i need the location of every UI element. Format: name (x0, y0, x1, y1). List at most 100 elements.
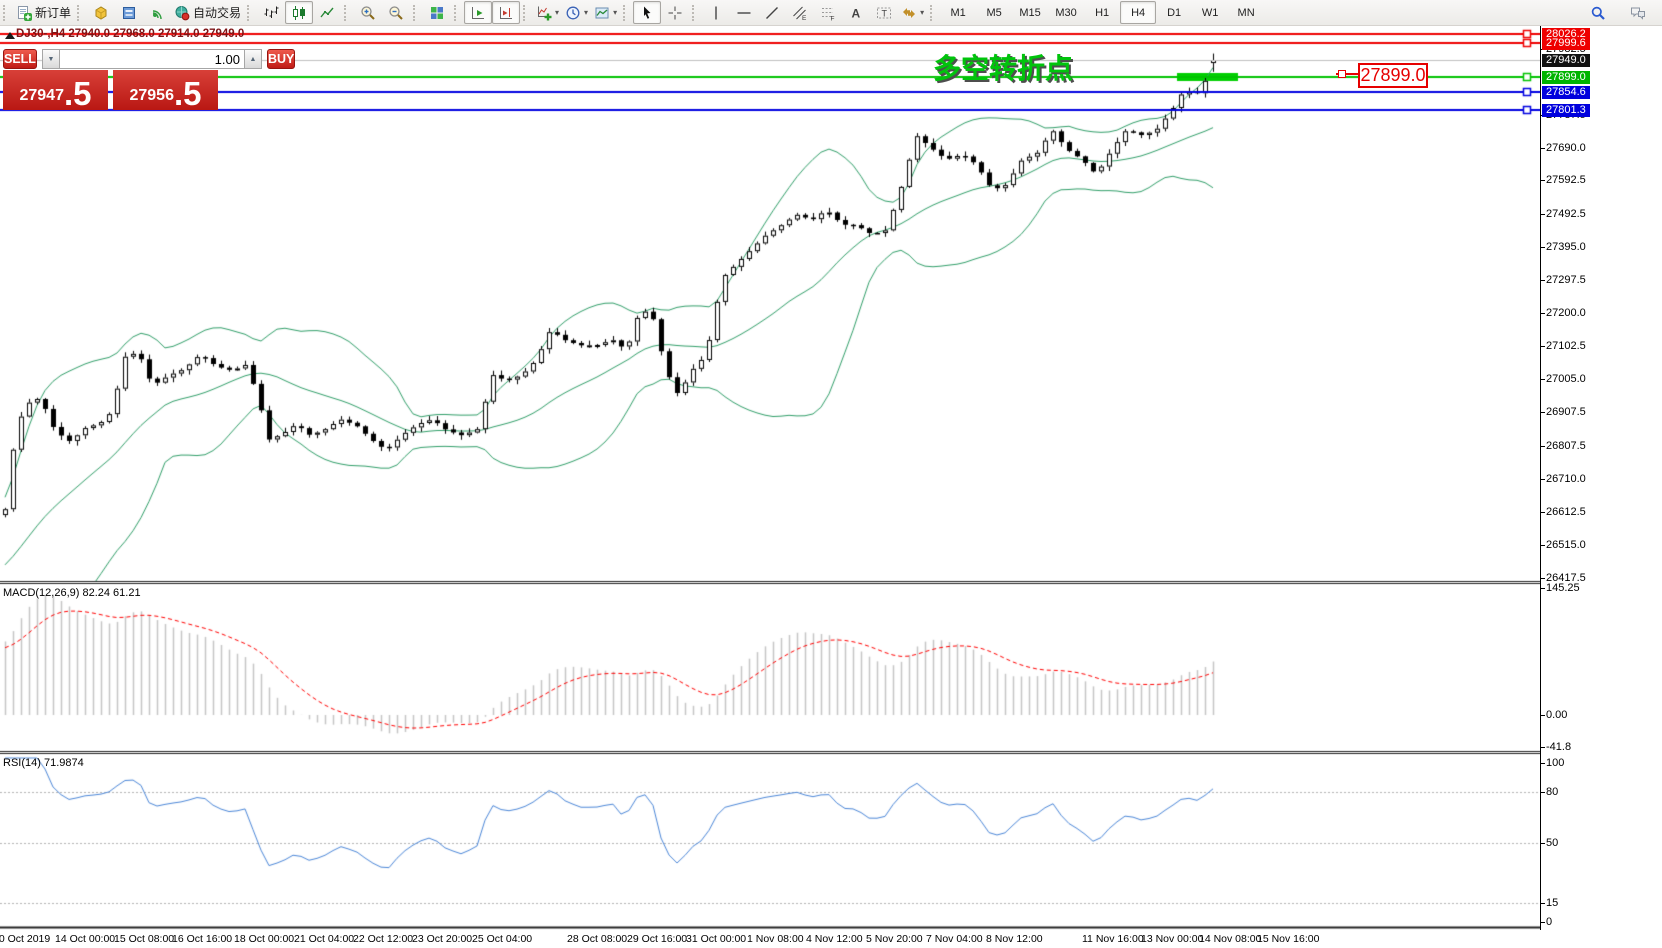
chat-button[interactable] (1624, 1, 1652, 24)
indicator-tick-mark (1541, 747, 1545, 748)
price-tick-label: 26807.5 (1546, 440, 1586, 452)
volume-input[interactable] (59, 49, 244, 69)
toolbar-grip (77, 4, 83, 21)
arrows-button[interactable]: ▾ (898, 1, 927, 24)
volume-increase-button[interactable]: ▲ (243, 49, 262, 69)
time-label: 29 Oct 16:00 (627, 933, 688, 945)
toolbar-groups: 新订单 自动交易 ▾ ▾ ▾ E F A T ▾ M1 M5 M15 M30 H1 H4 D1 W1 MN (0, 0, 1264, 25)
toolbar-grip (623, 4, 629, 21)
time-label: 15 Nov 16:00 (1257, 933, 1320, 945)
zoom-in-button[interactable] (354, 1, 382, 24)
trendline-button[interactable] (758, 1, 786, 24)
time-label: 8 Nov 12:00 (986, 933, 1043, 945)
equidistant-channel-button[interactable]: E (786, 1, 814, 24)
buy-price-button[interactable]: 27956 .5 (113, 70, 218, 110)
new-order-button[interactable]: 新订单 (13, 1, 74, 24)
cursor-icon (639, 5, 655, 21)
volume-decrease-button[interactable]: ▼ (41, 49, 60, 69)
chevron-down-icon: ▾ (584, 7, 589, 17)
level-label-anchor (1338, 70, 1346, 78)
chart-canvas[interactable] (0, 26, 1540, 930)
buy-button[interactable]: BUY (266, 49, 296, 69)
chart-shift-icon (498, 5, 514, 21)
indicators-icon (536, 5, 552, 21)
toolbar-grip (930, 4, 936, 21)
auto-scroll-button[interactable] (464, 1, 493, 24)
time-label: 1 Nov 08:00 (747, 933, 804, 945)
timeframe-m1-button[interactable]: M1 (950, 6, 966, 19)
fibonacci-button[interactable]: F (814, 1, 842, 24)
timeframe-d1-button[interactable]: D1 (1167, 6, 1182, 19)
timeframe-m30-button[interactable]: M30 (1055, 6, 1077, 19)
timeframe-w1-button[interactable]: W1 (1201, 6, 1219, 19)
price-axis[interactable]: 27982.527787.527690.027592.527492.527395… (1540, 26, 1662, 930)
line-chart-icon (319, 5, 335, 21)
sell-price-button[interactable]: 27947 .5 (3, 70, 108, 110)
clock-icon (565, 5, 581, 21)
tile-windows-button[interactable] (423, 1, 451, 24)
bar-chart-button[interactable] (257, 1, 285, 24)
buy-price-pips: .5 (173, 74, 202, 112)
market-watch-icon (93, 5, 109, 21)
price-tick-label: 26907.5 (1546, 406, 1586, 418)
chevron-down-icon: ▾ (920, 7, 925, 17)
timeframe-h4-button[interactable]: H4 (1120, 1, 1157, 24)
toolbar: 新订单 自动交易 ▾ ▾ ▾ E F A T ▾ M1 M5 M15 M30 H1 H4 D1 W1 MN (0, 0, 1662, 26)
cursor-button[interactable] (633, 1, 662, 24)
text-icon: A (848, 5, 864, 21)
line-chart-button[interactable] (313, 1, 341, 24)
templates-button[interactable]: ▾ (591, 1, 620, 24)
time-label: 11 Nov 16:00 (1082, 933, 1144, 945)
toolbar-grip (3, 4, 9, 21)
level-price-label[interactable]: 27899.0 (1358, 63, 1428, 88)
price-level-label: 27854.6 (1542, 86, 1590, 99)
time-label: 16 Oct 16:00 (172, 933, 233, 945)
time-label: 4 Nov 12:00 (806, 933, 863, 945)
chart-shift-button[interactable] (492, 1, 521, 24)
svg-text:T: T (882, 8, 888, 18)
indicator-tick-label: 80 (1546, 786, 1559, 798)
text-button[interactable]: A (842, 1, 870, 24)
price-tick-mark (1541, 313, 1545, 314)
zoom-out-button[interactable] (382, 1, 410, 24)
time-label: 13 Nov 00:00 (1141, 933, 1204, 945)
timeframe-h1-button[interactable]: H1 (1095, 6, 1110, 19)
price-tick-mark (1541, 512, 1545, 513)
bar-chart-icon (263, 5, 279, 21)
market-watch-button[interactable] (87, 1, 115, 24)
sell-price-pips: .5 (63, 74, 92, 112)
one-click-trade-panel: SELL ▼ ▲ BUY 27947 .5 27956 .5 (3, 49, 296, 110)
indicator-tick-label: 0.00 (1546, 709, 1568, 721)
sell-button[interactable]: SELL (3, 49, 37, 69)
search-button[interactable] (1584, 1, 1612, 24)
indicators-button[interactable]: ▾ (533, 1, 562, 24)
periods-button[interactable]: ▾ (562, 1, 591, 24)
text-label-button[interactable]: T (870, 1, 898, 24)
toolbar-grip (413, 4, 419, 21)
zoom-in-icon (360, 5, 376, 21)
price-level-label: 27899.0 (1542, 71, 1590, 84)
toolbar-grip (523, 4, 529, 21)
candlestick-chart-button[interactable] (285, 1, 314, 24)
time-label: 15 Oct 08:00 (114, 933, 175, 945)
crosshair-button[interactable] (661, 1, 689, 24)
chart-annotation-text[interactable]: 多空转折点 (933, 53, 1074, 84)
price-tick-label: 27005.0 (1546, 373, 1586, 385)
price-tick-mark (1541, 412, 1545, 413)
channel-icon: E (792, 5, 808, 21)
search-icon (1590, 5, 1606, 21)
price-tick-label: 27592.5 (1546, 174, 1586, 186)
price-tick-mark (1541, 247, 1545, 248)
svg-text:E: E (802, 15, 807, 21)
vertical-line-button[interactable] (702, 1, 730, 24)
autotrading-button[interactable]: 自动交易 (171, 1, 244, 24)
timeframe-m5-button[interactable]: M5 (986, 6, 1002, 19)
timeframe-m15-button[interactable]: M15 (1019, 6, 1041, 19)
panel-collapse-toggle[interactable] (5, 32, 15, 39)
indicator-tick-mark (1541, 715, 1545, 716)
data-window-button[interactable] (115, 1, 143, 24)
horizontal-line-button[interactable] (730, 1, 758, 24)
timeframe-mn-button[interactable]: MN (1237, 6, 1255, 19)
signal-button[interactable] (143, 1, 171, 24)
